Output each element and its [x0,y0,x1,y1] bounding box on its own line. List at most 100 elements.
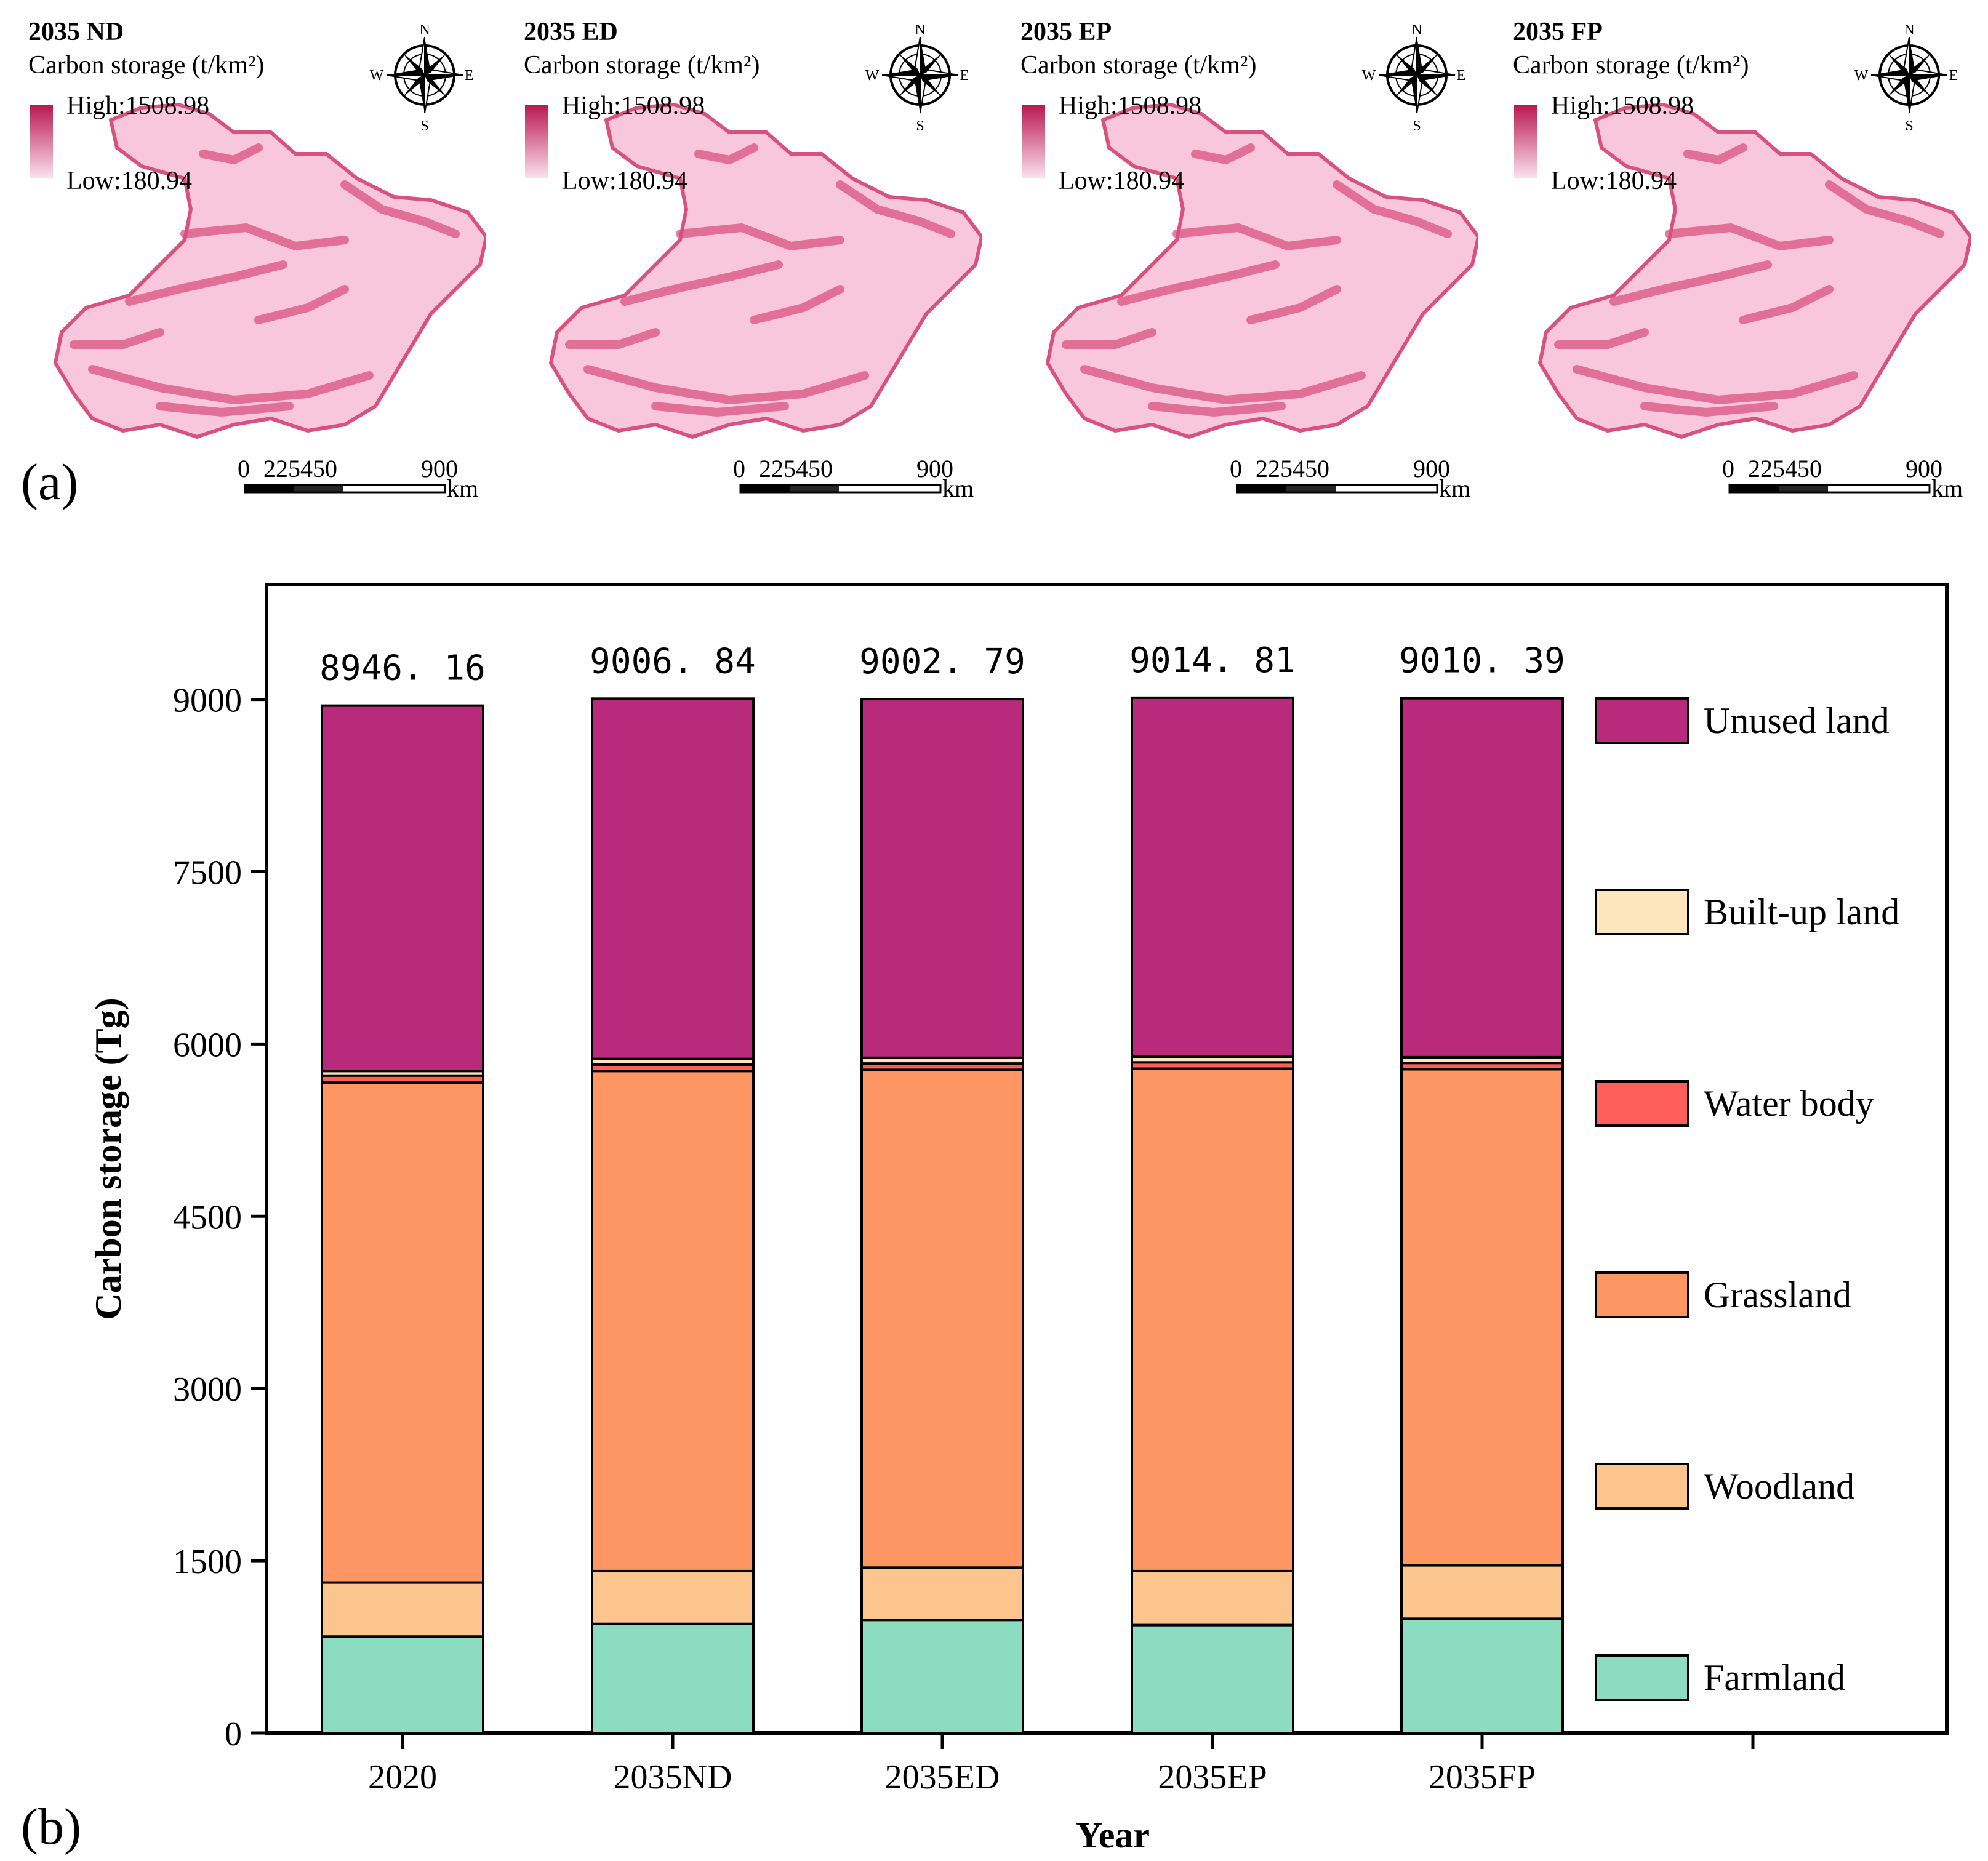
panel-a-label: (a) [21,454,79,511]
legend-title: Carbon storage (t/km²) [524,51,760,79]
bar-grassland-2035fp [1400,1068,1564,1567]
legend-swatch-farmland [1595,1654,1689,1701]
scale-bar [1236,484,1438,494]
high-carbon-zone [1148,402,1286,417]
legend-swatch-water-body [1595,1080,1689,1127]
high-carbon-zone [750,285,844,324]
high-carbon-zone [620,260,783,306]
high-carbon-zone [1665,223,1834,251]
map-graphic: N S E W [1022,22,1478,494]
bar-farmland-2035fp [1400,1617,1564,1735]
high-carbon-zone [1246,285,1341,324]
legend-swatch-unused-land [1595,697,1689,744]
bar-woodland-2035nd [591,1569,755,1625]
map-panel-1: N S E W 2035 ND Carbon storage (t/km²) High:15… [0,0,486,505]
legend-low-value: Low:180.94 [1059,167,1185,195]
compass-n: N [1411,22,1422,38]
y-tick-label: 0 [225,1715,242,1753]
compass-e: E [1457,68,1466,84]
bar-grassland-2035nd [591,1070,755,1572]
bar-unused-land-2035fp [1400,697,1564,1059]
y-tick-label: 3000 [173,1371,242,1409]
compass-rose-icon [386,36,463,114]
high-carbon-zone [565,328,660,349]
y-tick-label: 9000 [173,682,242,720]
legend-color-ramp [1022,105,1045,178]
scale-bar [244,484,446,494]
legend-color-ramp [1514,105,1537,178]
compass-n: N [915,22,925,38]
high-carbon-zone [1739,285,1834,324]
x-axis-title: Year [1076,1815,1150,1855]
map-panel-3: N S E W 2035 EP Carbon storage (t/km²) High:15… [992,0,1478,505]
legend-low-value: Low:180.94 [66,167,193,195]
legend-title: Carbon storage (t/km²) [28,51,265,79]
bar-total-label: 9010. 39 [1399,641,1565,681]
map-graphic: N S E W [1514,22,1971,494]
compass-w: W [370,68,384,84]
legend-label-farmland: Farmland [1704,1657,1845,1698]
compass-s: S [916,118,924,134]
compass-s: S [1905,118,1913,134]
high-carbon-zone [1609,260,1772,306]
compass-rose-icon [1378,36,1456,114]
x-tick-label: 2035EP [1158,1758,1267,1796]
high-carbon-zone [1573,365,1858,405]
scale-tick-mid: 225450 [263,455,337,482]
high-carbon-zone [1062,328,1156,349]
scale-unit: km [1439,474,1471,502]
bar-farmland-2035ed [860,1619,1024,1734]
scale-tick-0: 0 [1722,455,1734,482]
panel-b-label: (b) [21,1798,81,1855]
bar-total-label: 8946. 16 [319,649,486,689]
bar-total-label: 9014. 81 [1129,641,1296,681]
compass-rose-icon [881,36,959,114]
high-carbon-zone [254,285,349,324]
high-carbon-zone [340,180,460,238]
scale-tick-max: 900 [1413,455,1450,482]
bar-unused-land-2035ep [1131,696,1294,1058]
bar-woodland-2035ed [860,1566,1024,1622]
map-panel-4: N S E W 2035 FP Carbon storage (t/km²) High:15… [1485,0,1971,505]
high-carbon-zone [180,223,349,251]
high-carbon-zone [651,402,789,417]
y-tick-label: 6000 [173,1026,242,1064]
compass-e: E [960,68,969,84]
map-title: 2035 ED [524,18,618,46]
x-tick-label: 2035ED [885,1758,1000,1796]
high-carbon-zone [676,223,844,251]
scale-tick-0: 0 [1230,455,1242,482]
x-tick-label: 2035FP [1429,1758,1536,1796]
x-tick-label: 2035ND [614,1758,732,1796]
legend-high-value: High:1508.98 [1059,92,1202,120]
legend-high-value: High:1508.98 [562,92,705,120]
high-carbon-zone [1640,402,1778,417]
bar-woodland-2035fp [1400,1564,1564,1620]
bar-farmland-2035ep [1131,1623,1294,1734]
map-title: 2035 ND [28,18,124,46]
legend-swatch-built-up-land [1595,889,1689,935]
scale-unit: km [942,474,974,502]
y-tick-label: 7500 [173,854,242,892]
compass-s: S [420,118,428,134]
high-carbon-zone [694,143,758,165]
legend-color-ramp [30,105,53,178]
scale-tick-0: 0 [733,455,745,482]
high-carbon-zone [836,180,955,238]
high-carbon-zone [88,365,374,405]
map-graphic: N S E W [30,22,486,494]
scale-tick-mid: 225450 [1256,455,1329,482]
scale-bar [739,484,942,494]
scale-tick-max: 900 [1906,455,1942,482]
legend-low-value: Low:180.94 [1551,167,1677,195]
map-panel-2: N S E W 2035 ED Carbon storage (t/km²) High:15… [495,0,982,505]
legend-title: Carbon storage (t/km²) [1513,51,1749,79]
high-carbon-zone [125,260,287,306]
scale-tick-0: 0 [238,455,250,482]
bar-woodland-2035ep [1131,1569,1294,1627]
scale-tick-max: 900 [421,455,458,482]
y-tick-label: 1500 [173,1543,242,1581]
high-carbon-zone [1080,365,1366,405]
y-tick-label: 4500 [173,1198,242,1236]
